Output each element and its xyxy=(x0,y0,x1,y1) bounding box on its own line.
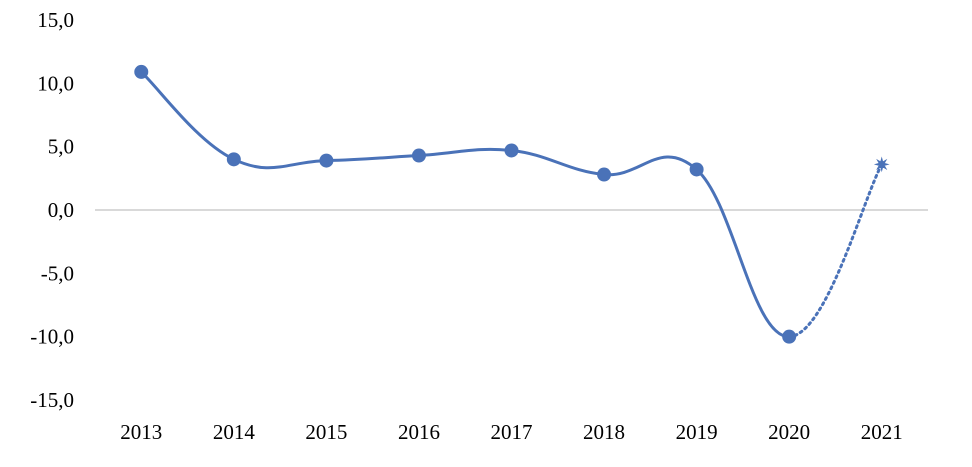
y-tick-label: -15,0 xyxy=(30,388,74,412)
x-tick-label: 2017 xyxy=(491,420,533,444)
data-point-marker xyxy=(597,167,612,182)
x-tick-label: 2014 xyxy=(213,420,256,444)
y-tick-label: 15,0 xyxy=(37,8,74,32)
data-point-marker xyxy=(134,64,149,79)
y-tick-label: -10,0 xyxy=(30,325,74,349)
data-point-marker xyxy=(411,148,426,163)
series-line-estimate xyxy=(787,162,884,339)
y-tick-label: 0,0 xyxy=(48,198,74,222)
data-point-marker xyxy=(782,329,797,344)
x-tick-label: 2018 xyxy=(583,420,625,444)
y-axis-ticks: 15,0 10,0 5,0 0,0 -5,0 -10,0 -15,0 xyxy=(30,8,74,412)
series-layer xyxy=(140,70,884,339)
data-point-marker xyxy=(689,162,704,177)
marker-layer xyxy=(134,64,890,344)
data-point-marker xyxy=(226,152,241,167)
x-tick-label: 2013 xyxy=(120,420,162,444)
x-axis-ticks: 2013 2014 2015 2016 2017 2018 2019 2020 2021 xyxy=(120,420,902,444)
y-tick-label: -5,0 xyxy=(41,261,74,285)
series-line-solid xyxy=(140,70,790,339)
y-tick-label: 5,0 xyxy=(48,135,74,159)
y-tick-label: 10,0 xyxy=(37,71,74,95)
x-tick-label: 2019 xyxy=(676,420,718,444)
x-tick-label: 2015 xyxy=(305,420,347,444)
data-point-estimate-marker xyxy=(873,156,890,173)
data-point-marker xyxy=(319,153,334,168)
x-tick-label: 2020 xyxy=(768,420,810,444)
data-point-marker xyxy=(504,143,519,158)
x-tick-label: 2021 xyxy=(861,420,903,444)
x-tick-label: 2016 xyxy=(398,420,440,444)
